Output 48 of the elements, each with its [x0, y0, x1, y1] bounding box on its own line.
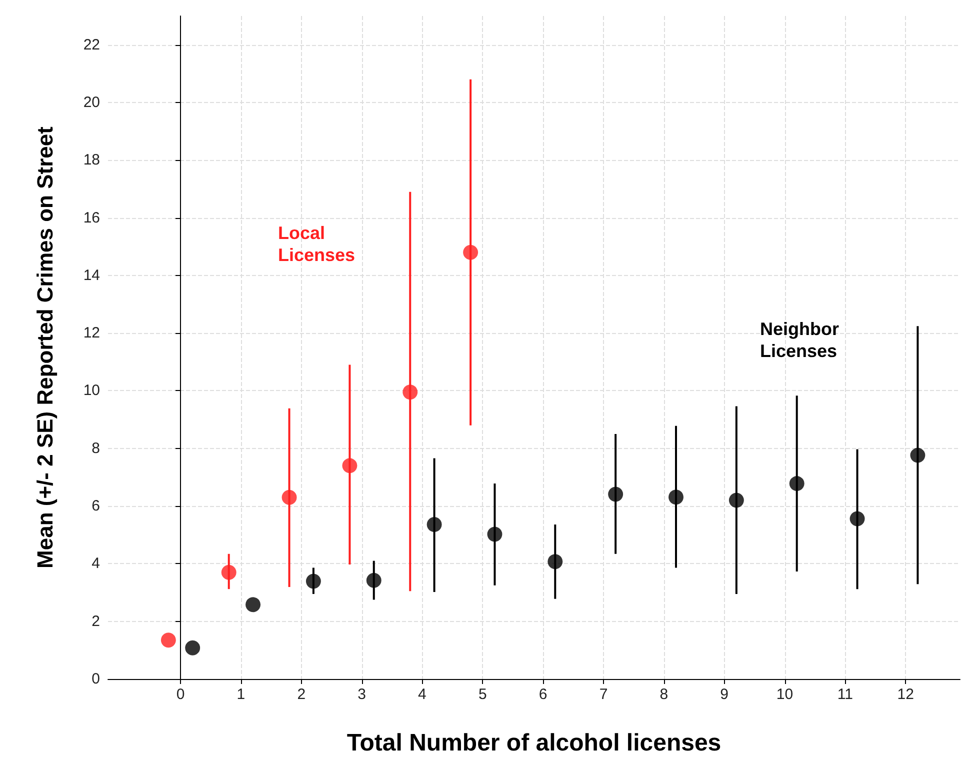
y-tick-label: 14: [83, 266, 100, 284]
x-tick-label: 8: [660, 686, 668, 703]
y-tick-label: 20: [83, 94, 100, 111]
y-tick-label: 16: [83, 209, 100, 226]
x-tick-label: 6: [538, 686, 548, 703]
x-tick-label: 1: [236, 686, 246, 703]
y-tick-label: 22: [83, 36, 100, 54]
x-tick-label: 2: [297, 686, 306, 703]
x-tick-label: 11: [837, 686, 853, 703]
x-axis-title: Total Number of alcohol licenses: [346, 730, 722, 756]
point: [221, 564, 236, 580]
y-tick-label: 10: [83, 382, 100, 400]
point: [910, 448, 926, 463]
point: [366, 572, 382, 588]
y-tick-label: 18: [83, 152, 100, 169]
y-tick-label: 0: [92, 670, 100, 688]
x-tick-label: 9: [720, 686, 729, 703]
point: [282, 490, 297, 505]
x-tick-label: 5: [478, 686, 487, 703]
x-tick-label: 10: [776, 686, 794, 703]
point: [668, 490, 684, 505]
y-tick-label: 4: [92, 555, 100, 572]
y-tick-label: 6: [92, 498, 100, 515]
y-axis-title: Mean (+/- 2 SE) Reported Crimes on Street: [32, 126, 58, 568]
x-tick-label: 3: [358, 686, 366, 703]
point: [608, 486, 624, 502]
point: [487, 526, 502, 542]
point: [402, 384, 418, 400]
point: [463, 244, 478, 260]
x-tick-label: 4: [418, 686, 426, 703]
point: [246, 597, 261, 612]
point: [850, 511, 865, 526]
text: Local Licenses: [278, 223, 356, 265]
x-tick-label: 0: [176, 686, 185, 703]
y-tick-label: 8: [92, 440, 100, 457]
point: [728, 492, 744, 508]
point: [426, 516, 442, 532]
point: [789, 476, 804, 492]
point: [306, 574, 321, 589]
point: [185, 640, 200, 656]
point: [160, 632, 176, 648]
x-tick-label: 7: [599, 686, 608, 703]
x-tick-label: 12: [897, 686, 914, 703]
point: [342, 458, 358, 474]
point: [548, 554, 563, 570]
y-tick-label: 12: [83, 324, 100, 342]
y-tick-label: 2: [92, 612, 100, 630]
text: Neighbor Licenses: [760, 319, 844, 361]
